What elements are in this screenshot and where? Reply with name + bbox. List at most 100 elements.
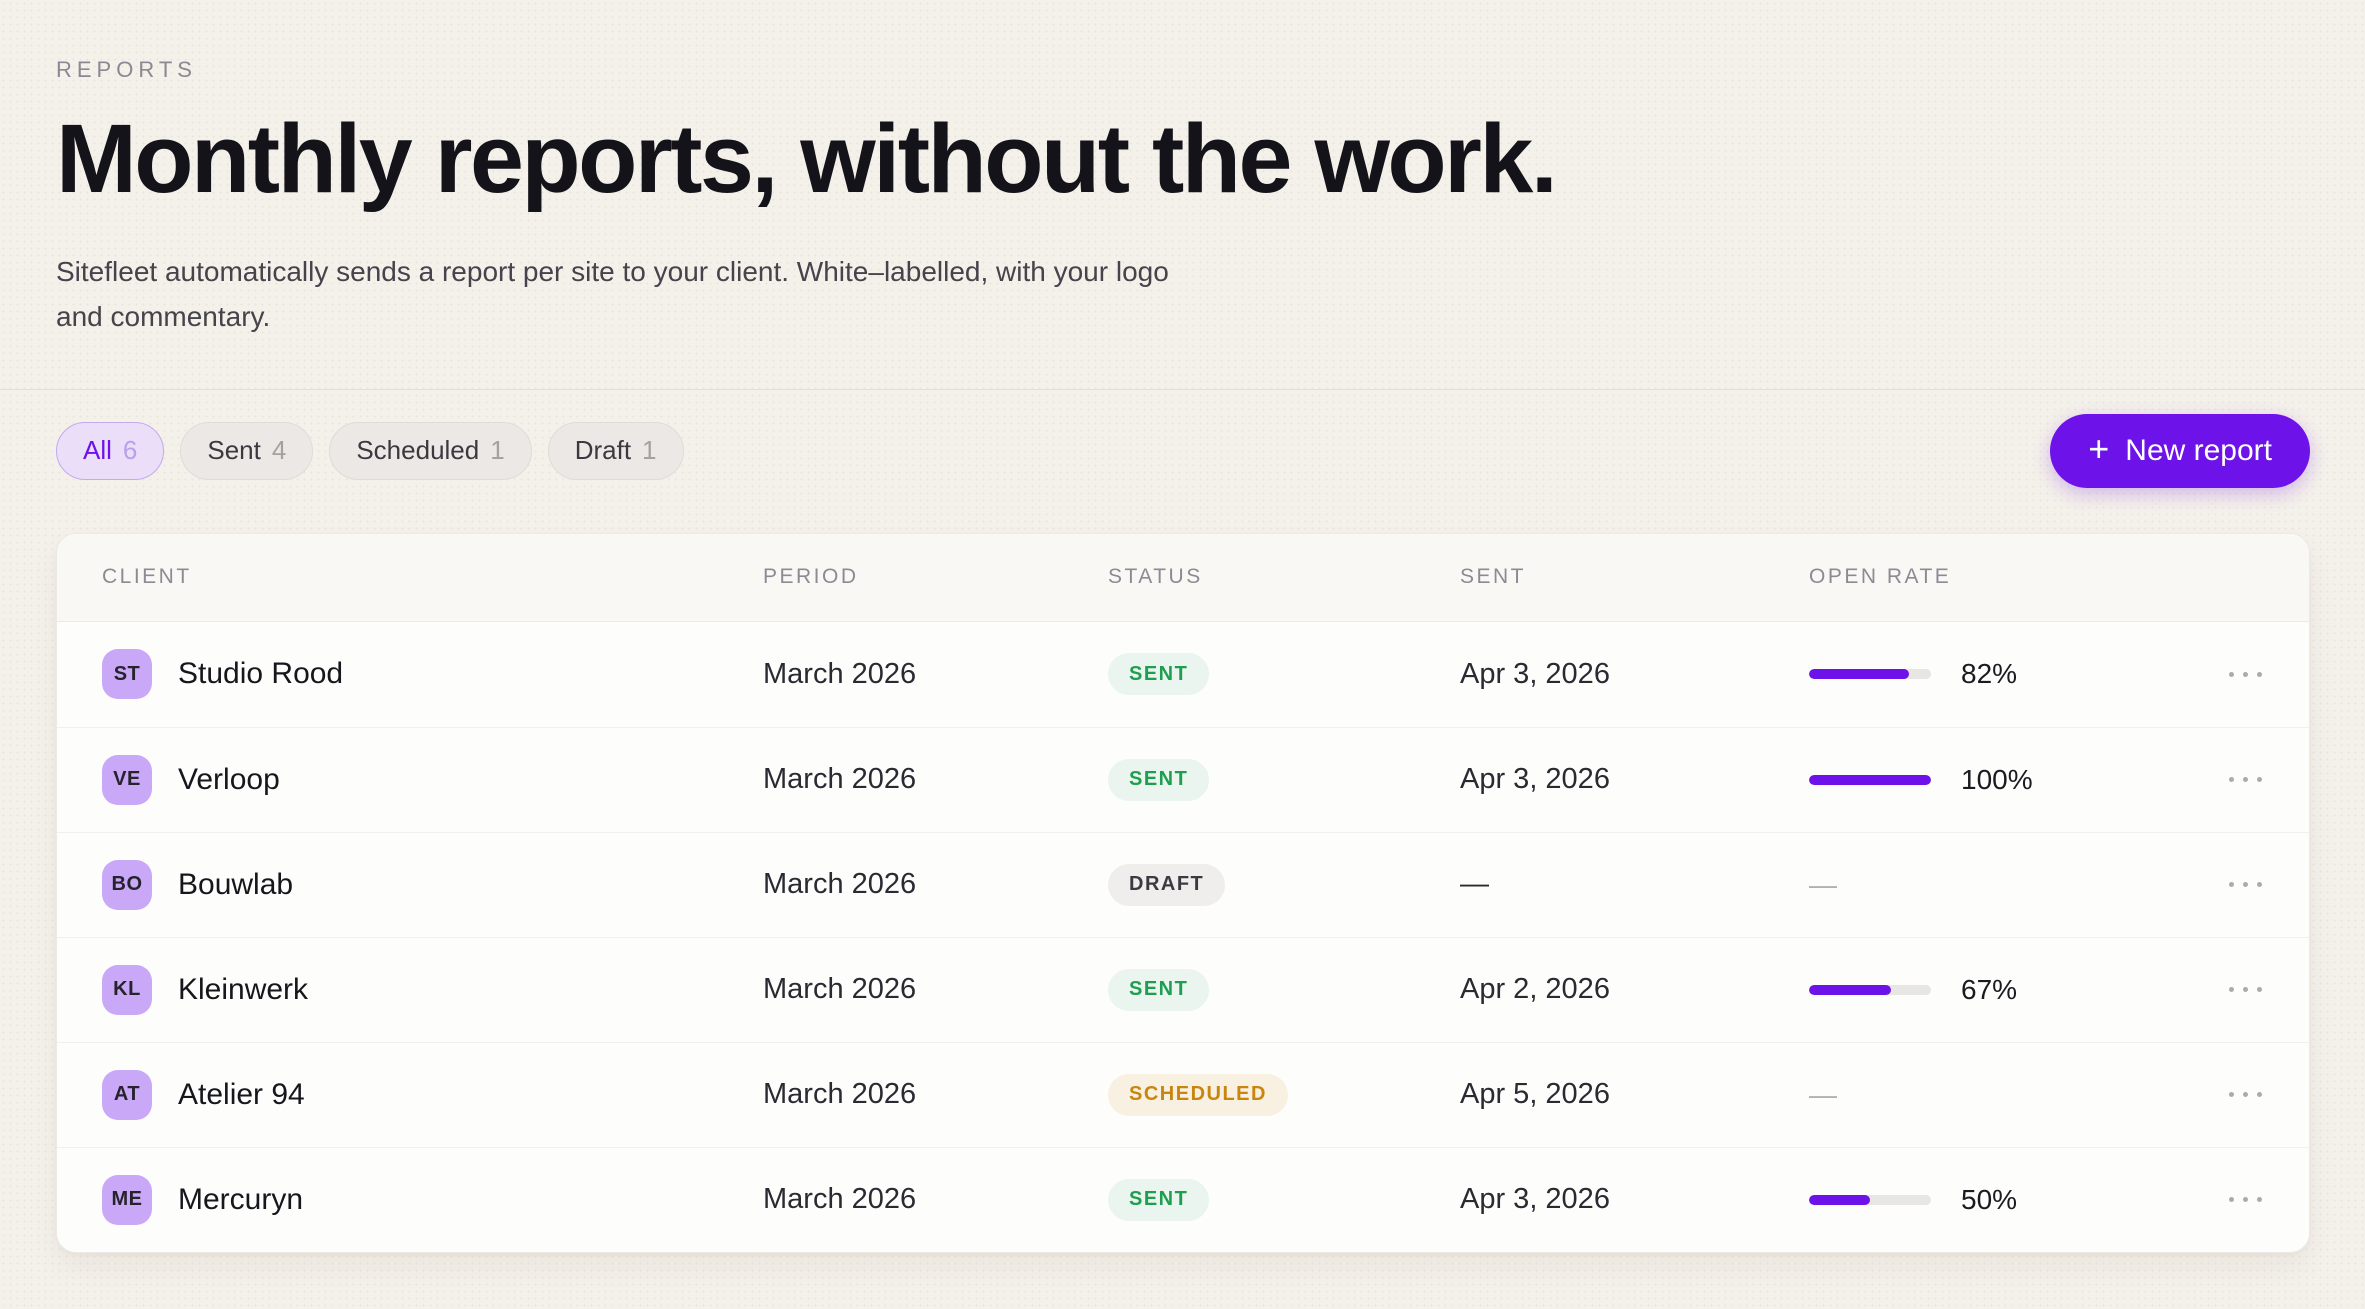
column-header-client: CLIENT [102,565,192,589]
open-rate-empty: — [1809,868,1837,900]
client-avatar: ST [102,649,152,700]
row-menu-button[interactable] [2227,977,2264,1002]
open-rate-cell: 50% [1809,1184,2208,1216]
table-row[interactable]: VE Verloop March 2026 SENT Apr 3, 2026 1… [57,726,2309,832]
actions-cell [2208,662,2264,687]
new-report-label: New report [2125,433,2272,467]
open-rate-cell: 100% [1809,764,2208,796]
avatar-initials: KL [113,978,141,1001]
section-divider [0,388,2365,390]
filter-count: 6 [122,435,138,466]
avatar-initials: BO [111,873,143,896]
row-menu-button[interactable] [2227,767,2264,792]
sent-date: Apr 3, 2026 [1460,657,1610,690]
row-menu-button[interactable] [2227,662,2264,687]
filter-count: 4 [271,435,287,466]
client-cell: ME Mercuryn [102,1174,763,1225]
avatar-initials: VE [113,768,141,791]
actions-cell [2208,977,2264,1002]
plus-icon: + [2088,428,2110,470]
sent-date: Apr 2, 2026 [1460,973,1610,1006]
status-badge: SCHEDULED [1108,1073,1288,1116]
table-row[interactable]: AT Atelier 94 March 2026 SCHEDULED Apr 5… [57,1041,2309,1147]
status-badge: SENT [1108,653,1210,696]
period-value: March 2026 [763,1078,917,1111]
sent-date: Apr 3, 2026 [1460,1183,1610,1216]
filter-pill-sent[interactable]: Sent 4 [180,421,314,480]
open-rate-value: 67% [1961,973,2018,1005]
filter-label: All [83,435,112,466]
table-row[interactable]: KL Kleinwerk March 2026 SENT Apr 2, 2026… [57,936,2309,1042]
actions-cell [2208,767,2264,792]
column-header-period: PERIOD [763,565,859,589]
open-rate-cell: — — [1809,869,2208,901]
status-cell: SENT [1108,758,1460,801]
table-row[interactable]: BO Bouwlab March 2026 DRAFT — — — [57,831,2309,937]
status-cell: SENT [1108,1178,1460,1221]
sent-date: Apr 5, 2026 [1460,1078,1610,1111]
filter-pill-scheduled[interactable]: Scheduled 1 [329,421,532,480]
filter-label: Scheduled [356,435,480,466]
toolbar: All 6 Sent 4 Scheduled 1 Draft 1 + New r… [0,413,2365,488]
client-cell: AT Atelier 94 [102,1069,763,1120]
client-avatar: KL [102,964,152,1015]
client-name: Studio Rood [178,657,344,691]
row-menu-button[interactable] [2227,1082,2264,1107]
status-badge: SENT [1108,758,1210,801]
open-rate-progress-bar [1809,774,1931,785]
avatar-initials: AT [113,1083,141,1106]
row-menu-button[interactable] [2227,872,2264,897]
status-cell: DRAFT [1108,863,1460,906]
open-rate-cell: — — [1809,1079,2208,1111]
status-cell: SCHEDULED [1108,1073,1460,1116]
table-row[interactable]: ME Mercuryn March 2026 SENT Apr 3, 2026 … [57,1146,2309,1252]
client-cell: BO Bouwlab [102,859,763,910]
filter-group: All 6 Sent 4 Scheduled 1 Draft 1 [56,421,684,480]
period-value: March 2026 [763,973,917,1006]
filter-count: 1 [490,435,505,466]
status-badge: SENT [1108,968,1210,1011]
client-name: Atelier 94 [178,1077,305,1111]
client-avatar: ME [102,1174,152,1225]
column-header-sent: SENT [1460,565,1527,589]
status-badge: DRAFT [1108,863,1226,906]
sent-date: — [1460,868,1489,901]
actions-cell [2208,1082,2264,1107]
page-title: Monthly reports, without the work. [56,104,1558,213]
filter-label: Sent [207,435,261,466]
table-body: ST Studio Rood March 2026 SENT Apr 3, 20… [57,621,2309,1252]
open-rate-progress-bar [1809,1194,1931,1205]
client-name: Kleinwerk [178,972,309,1006]
status-cell: SENT [1108,653,1460,696]
client-cell: KL Kleinwerk [102,964,763,1015]
page-subtitle: Sitefleet automatically sends a report p… [56,255,1169,332]
row-menu-button[interactable] [2227,1187,2264,1212]
avatar-initials: ME [111,1188,143,1211]
client-cell: ST Studio Rood [102,649,763,700]
period-value: March 2026 [763,868,917,901]
open-rate-value: 50% [1961,1183,2018,1215]
actions-cell [2208,872,2264,897]
actions-cell [2208,1187,2264,1212]
client-avatar: VE [102,754,152,805]
open-rate-progress-bar [1809,669,1931,680]
filter-count: 1 [642,435,657,466]
filter-pill-all[interactable]: All 6 [56,421,165,480]
period-value: March 2026 [763,657,917,690]
status-cell: SENT [1108,968,1460,1011]
page-eyebrow: REPORTS [56,57,197,82]
column-header-status: STATUS [1108,565,1203,589]
client-cell: VE Verloop [102,754,763,805]
client-name: Bouwlab [178,867,294,901]
reports-table: CLIENT PERIOD STATUS SENT OPEN RATE ST S… [56,532,2310,1253]
client-name: Verloop [178,762,280,796]
filter-pill-draft[interactable]: Draft 1 [547,421,684,480]
table-header: CLIENT PERIOD STATUS SENT OPEN RATE [57,533,2309,622]
new-report-button[interactable]: + New report [2050,413,2310,488]
client-avatar: AT [102,1069,152,1120]
table-row[interactable]: ST Studio Rood March 2026 SENT Apr 3, 20… [57,621,2309,727]
client-avatar: BO [102,859,152,910]
open-rate-cell: 67% [1809,974,2208,1006]
open-rate-value: 100% [1961,763,2033,795]
open-rate-cell: 82% [1809,658,2208,690]
